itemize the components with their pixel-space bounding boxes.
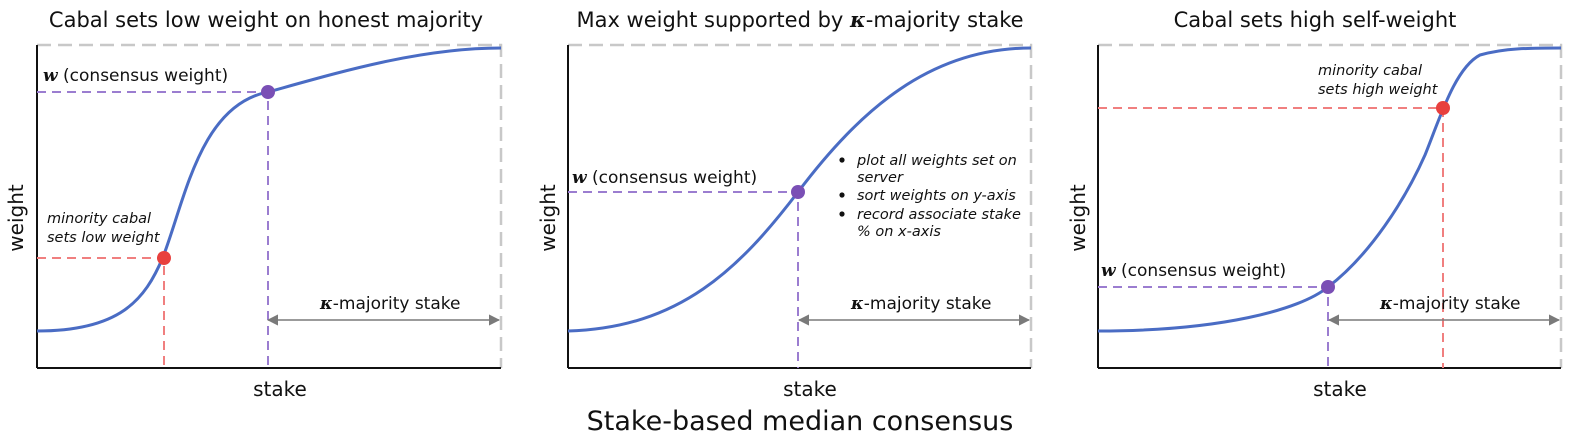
bullet-dot — [839, 192, 845, 198]
bullet-1-line-1: plot all weights set on — [856, 153, 1017, 169]
panel-1-kappa-label: κ-majority stake — [319, 294, 460, 314]
panel-1-cabal-guide — [37, 257, 165, 368]
panel-1-frame — [37, 43, 503, 368]
panel-1-consensus-label: w (consensus weight) — [43, 66, 228, 86]
panel-2-title: Max weight supported by κ-majority stake — [576, 7, 1023, 32]
panel-2: Max weight supported by κ-majority stake… — [536, 7, 1033, 401]
panel-1-consensus-point — [261, 85, 275, 99]
bullet-2-line-1: sort weights on y-axis — [857, 188, 1016, 204]
panel-2-consensus-label: w (consensus weight) — [572, 168, 757, 188]
panel-2-consensus-point — [791, 185, 805, 199]
panel-1-y-axis-label: weight — [4, 184, 28, 252]
panel-3-consensus-point — [1321, 280, 1335, 294]
panel-2-bullet-list: plot all weights set on server sort weig… — [839, 153, 1021, 240]
panel-3: Cabal sets high self-weight weight stake… — [1066, 8, 1563, 401]
panel-1-cabal-label-2: sets low weight — [47, 230, 161, 246]
panel-3-y-axis-label: weight — [1066, 184, 1090, 252]
panel-2-frame — [568, 43, 1033, 368]
panel-3-title: Cabal sets high self-weight — [1174, 8, 1457, 32]
panel-3-consensus-guide — [1098, 286, 1329, 368]
panel-3-cabal-point — [1436, 101, 1450, 115]
bullet-dot — [839, 211, 845, 217]
panel-1-curve — [36, 46, 502, 333]
panel-2-consensus-guide — [568, 191, 799, 368]
bullet-3-line-1: record associate stake — [857, 207, 1021, 223]
panel-3-cabal-label-2: sets high weight — [1318, 82, 1439, 98]
bullet-3-line-2: % on x-axis — [857, 224, 941, 240]
panel-1: Cabal sets low weight on honest majority… — [4, 8, 503, 401]
bullet-1-line-2: server — [857, 170, 904, 186]
panel-3-consensus-label: w (consensus weight) — [1101, 261, 1286, 281]
panel-1-title: Cabal sets low weight on honest majority — [49, 8, 483, 32]
panel-3-kappa-label: κ-majority stake — [1379, 294, 1520, 314]
panel-3-frame — [1098, 43, 1563, 368]
panel-2-y-axis-label: weight — [536, 184, 560, 252]
panel-1-cabal-label-1: minority cabal — [47, 211, 151, 227]
panel-1-cabal-point — [157, 251, 171, 265]
panel-3-cabal-label-1: minority cabal — [1318, 63, 1422, 79]
panel-1-x-axis-label: stake — [253, 377, 307, 401]
panel-3-curve — [1097, 46, 1562, 333]
figure-caption: Stake-based median consensus — [587, 406, 1014, 437]
panel-2-kappa-label: κ-majority stake — [850, 294, 991, 314]
panel-3-x-axis-label: stake — [1313, 377, 1367, 401]
panel-2-x-axis-label: stake — [783, 377, 837, 401]
bullet-dot — [839, 157, 845, 163]
